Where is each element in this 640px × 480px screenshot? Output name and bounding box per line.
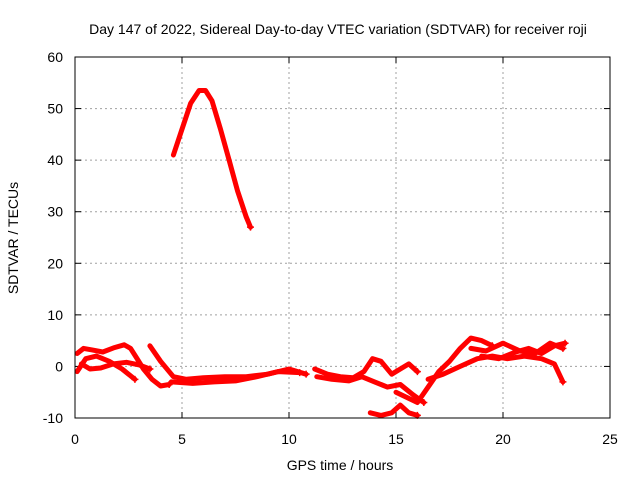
y-tick-label: 10 (47, 307, 63, 323)
series-line-2 (74, 342, 172, 389)
series-line-7 (312, 356, 420, 381)
series-end-marker (413, 368, 421, 376)
grid-lines (75, 57, 610, 418)
chart-title: Day 147 of 2022, Sidereal Day-to-day VTE… (89, 21, 587, 37)
series-end-marker (246, 223, 254, 231)
series-line-8 (314, 374, 427, 405)
x-axis-ticks: 0 5 10 15 20 25 (71, 57, 618, 447)
x-tick-label: 20 (495, 431, 511, 447)
x-tick-label: 0 (71, 431, 79, 447)
x-tick-label: 10 (281, 431, 297, 447)
series-end-marker (131, 375, 139, 383)
series-end-marker (302, 370, 310, 378)
series-end-marker (146, 365, 154, 373)
y-tick-label: 0 (55, 358, 63, 374)
y-tick-label: 30 (47, 204, 63, 220)
x-tick-label: 25 (602, 431, 618, 447)
series-end-marker (561, 339, 569, 347)
series-line-4 (78, 359, 153, 372)
y-tick-label: 60 (47, 49, 63, 65)
y-axis-ticks: -10 0 10 20 30 40 50 60 (43, 49, 610, 426)
series-line-13 (479, 340, 568, 362)
series-line-6 (168, 369, 303, 386)
series-end-marker (296, 369, 304, 377)
series-end-marker (559, 378, 567, 386)
series-end-marker (420, 399, 428, 407)
series-line-9 (367, 402, 420, 418)
y-tick-label: 20 (47, 255, 63, 271)
plot-frame (74, 56, 611, 419)
x-tick-label: 5 (178, 431, 186, 447)
y-tick-label: -10 (43, 410, 63, 426)
y-tick-label: 40 (47, 152, 63, 168)
data-series (74, 88, 569, 419)
series-line-3 (74, 353, 138, 382)
y-tick-label: 50 (47, 101, 63, 117)
x-tick-label: 15 (388, 431, 404, 447)
series-line-10 (393, 335, 495, 405)
y-axis-label: SDTVAR / TECUs (5, 182, 21, 294)
series-line-1 (170, 88, 253, 230)
x-axis-label: GPS time / hours (287, 457, 394, 473)
